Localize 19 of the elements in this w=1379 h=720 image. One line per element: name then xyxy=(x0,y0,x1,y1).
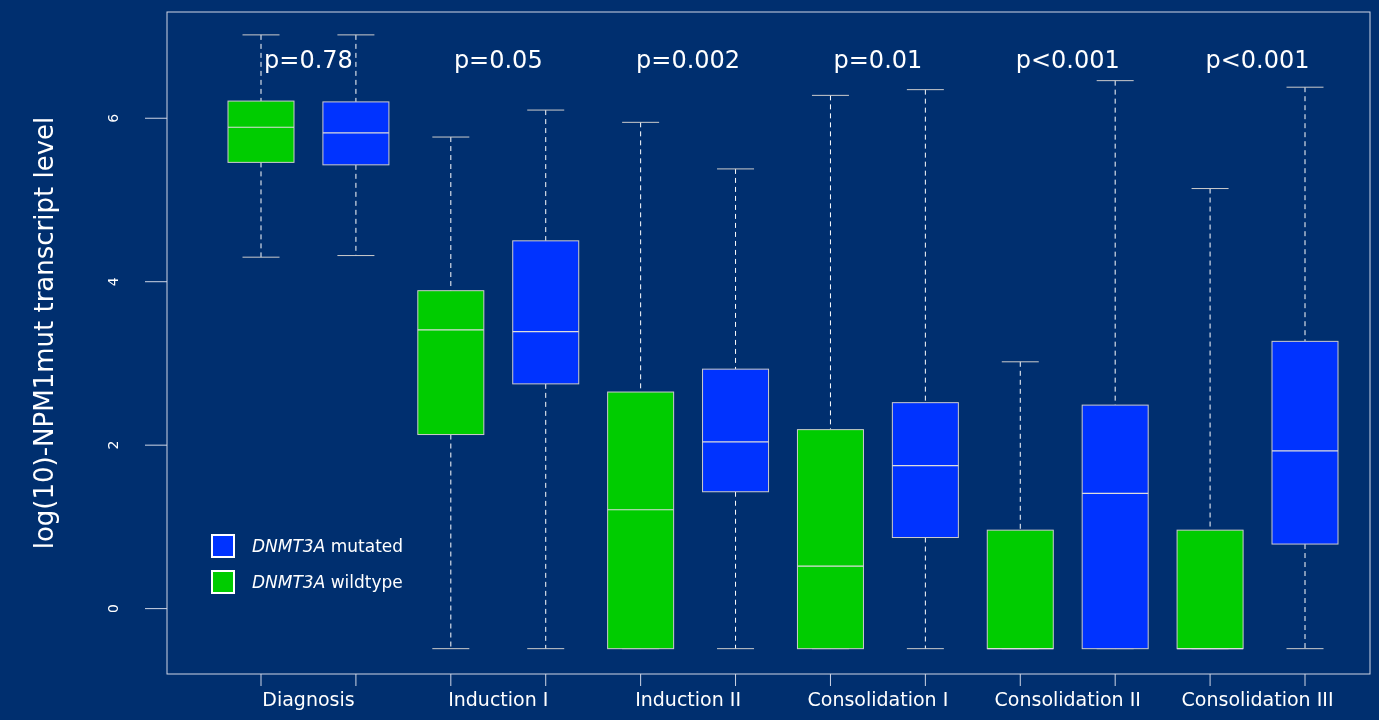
y-tick-label: 2 xyxy=(104,440,121,450)
annotation: p=0.78 xyxy=(264,46,353,75)
legend-label: DNMT3A mutated xyxy=(252,535,404,556)
annotation: p<0.001 xyxy=(1205,46,1310,75)
y-tick-label: 4 xyxy=(104,277,121,287)
x-tick-label: Induction I xyxy=(448,688,549,710)
annotation: p=0.05 xyxy=(453,46,543,75)
y-tick-label: 0 xyxy=(104,604,121,614)
annotation: p<0.001 xyxy=(1015,46,1120,75)
y-tick-label: 6 xyxy=(104,113,121,123)
annotation: p=0.002 xyxy=(636,46,741,75)
x-tick-label: Consolidation I xyxy=(807,688,949,710)
x-tick-label: Induction II xyxy=(635,688,742,710)
x-tick-label: Consolidation III xyxy=(1181,688,1334,710)
x-tick-label: Diagnosis xyxy=(262,688,355,710)
annotation: p=0.01 xyxy=(833,46,923,75)
x-tick-label: Consolidation II xyxy=(994,688,1141,710)
y-axis-title: log(10)-NPM1mut transcript level xyxy=(29,116,60,550)
legend-label: DNMT3A wildtype xyxy=(252,571,403,592)
